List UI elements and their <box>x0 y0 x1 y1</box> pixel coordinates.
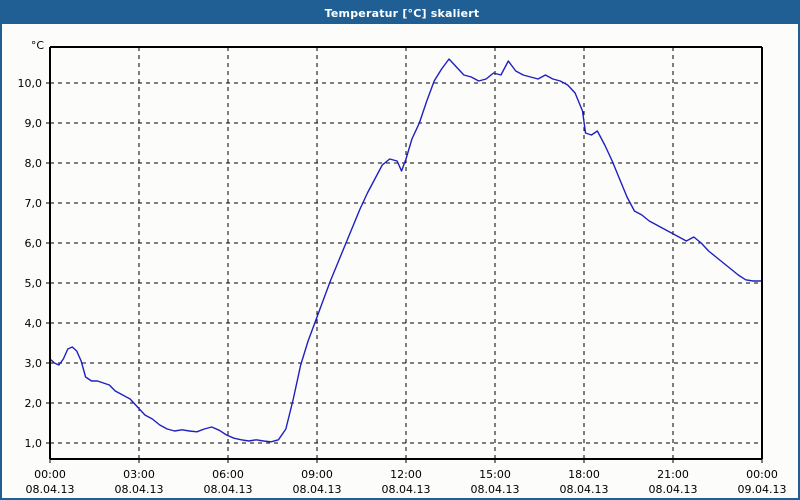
x-axis-tick-label-date: 08.04.13 <box>382 483 431 496</box>
y-axis-tick-label: 5,0 <box>25 277 43 290</box>
x-axis-tick-label-time: 06:00 <box>212 468 244 481</box>
temperature-line-chart: °C 1,0 2,0 3,0 4,0 5,0 6,0 7,0 8,0 9,0 10,0 00:00 08… <box>18 39 787 496</box>
y-axis-tick-label: 6,0 <box>25 237 43 250</box>
series-line-temperatur <box>49 58 763 443</box>
chart-canvas: °C 1,0 2,0 3,0 4,0 5,0 6,0 7,0 8,0 9,0 10,0 00:00 08… <box>2 24 798 498</box>
x-axis-tick-label-date: 08.04.13 <box>26 483 75 496</box>
y-axis-tick-label: 4,0 <box>25 317 43 330</box>
y-axis-unit-label: °C <box>31 39 45 52</box>
x-axis-tick-label-time: 00:00 <box>34 468 66 481</box>
x-axis-tick-label-time: 00:00 <box>746 468 778 481</box>
x-axis-tick-label-time: 12:00 <box>390 468 422 481</box>
x-axis-tick-label-date: 08.04.13 <box>293 483 342 496</box>
y-axis-tick-label: 1,0 <box>25 437 43 450</box>
window-title-bar: Temperatur [°C] skaliert <box>2 2 798 24</box>
x-axis-tick-label-date: 08.04.13 <box>204 483 253 496</box>
y-axis-tick-label: 8,0 <box>25 157 43 170</box>
x-axis-tick-label-date: 09.04.13 <box>738 483 787 496</box>
x-axis-tick-label-date: 08.04.13 <box>649 483 698 496</box>
y-axis-tick-label: 2,0 <box>25 397 43 410</box>
x-axis-tick-label-date: 08.04.13 <box>560 483 609 496</box>
plot-background <box>50 47 762 459</box>
x-axis-tick-label-date: 08.04.13 <box>115 483 164 496</box>
x-axis-tick-label-time: 09:00 <box>301 468 333 481</box>
x-axis-tick-label-time: 15:00 <box>479 468 511 481</box>
page-title: Temperatur [°C] skaliert <box>324 6 480 20</box>
y-axis-tick-label: 7,0 <box>25 197 43 210</box>
x-axis-tick-label-date: 08.04.13 <box>471 483 520 496</box>
y-axis-tick-label: 9,0 <box>25 117 43 130</box>
x-axis-tick-label-time: 21:00 <box>657 468 689 481</box>
y-axis-tick-label: 10,0 <box>18 77 43 90</box>
x-axis-tick-label-time: 03:00 <box>123 468 155 481</box>
y-axis-tick-label: 3,0 <box>25 357 43 370</box>
x-axis-tick-label-time: 18:00 <box>568 468 600 481</box>
